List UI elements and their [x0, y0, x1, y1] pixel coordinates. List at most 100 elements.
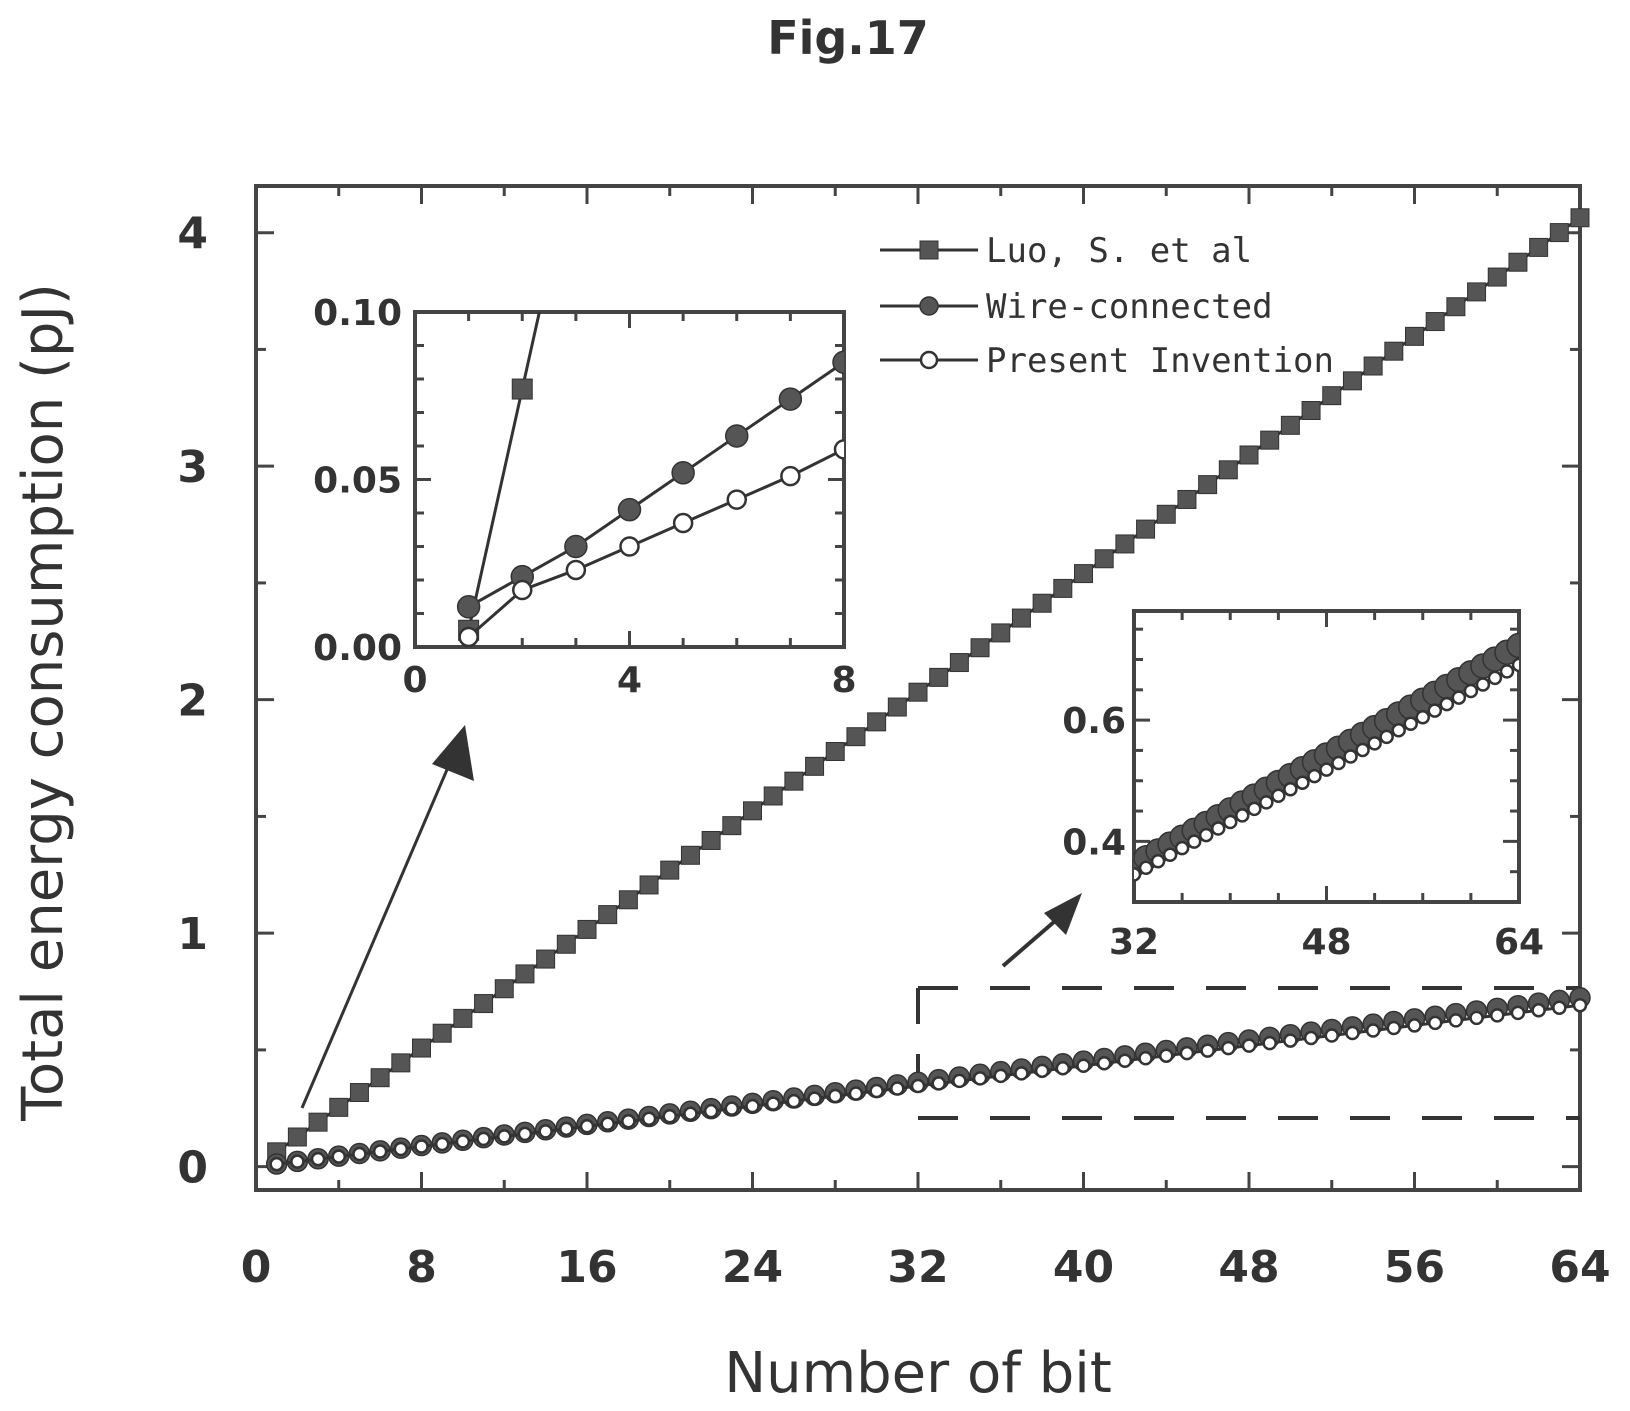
main-data-point: [1531, 1003, 1546, 1018]
main-data-point: [579, 1119, 595, 1134]
main-data-point: [867, 712, 887, 732]
inset-high-data-point: [1134, 867, 1142, 882]
main-data-point: [1386, 1020, 1402, 1036]
inset-high-data-point: [1391, 723, 1406, 738]
main-x-tick-labels: 0 8 16 24 32 40 48 56 64: [241, 1242, 1611, 1293]
main-data-point: [1159, 1048, 1174, 1063]
main-data-point: [474, 994, 494, 1014]
arrow-to-high-inset: [1001, 893, 1082, 968]
inset-low-data-point: [511, 378, 533, 400]
inset-high-data-point: [1307, 768, 1322, 784]
main-data-point: [807, 1091, 822, 1106]
inset-high-data-point: [1247, 801, 1262, 817]
inset-high-data-point: [1506, 632, 1519, 659]
arrow-to-low-inset: [300, 725, 474, 1109]
x-axis-label: Number of bit: [724, 1341, 1112, 1406]
main-data-point: [972, 1071, 988, 1086]
main-data-point: [1324, 1028, 1339, 1043]
inset-high-data-point: [1367, 736, 1382, 751]
main-data-point: [434, 1136, 450, 1152]
main-data-point: [1487, 267, 1507, 287]
zoom-region-box: [916, 986, 1580, 1120]
main-data-point: [1200, 1043, 1215, 1058]
inset-high-data-point: [1283, 781, 1298, 797]
inset-high-data-point: [1259, 795, 1274, 810]
main-data-point: [1405, 326, 1424, 346]
main-data-point: [743, 801, 762, 821]
main-data-point: [308, 1112, 328, 1132]
inset-high-data-point: [1186, 834, 1202, 849]
legend: Luo, S. et al Wire-connected Present Inven…: [880, 231, 1334, 381]
main-data-point: [1384, 341, 1404, 361]
inset-low-x-tick-label: 0: [402, 660, 427, 701]
inset-low-data-point: [778, 387, 803, 411]
inset-low-x-tick-label: 4: [617, 660, 642, 701]
main-data-point: [310, 1151, 326, 1167]
main-data-point: [991, 623, 1011, 643]
legend-marker: [919, 240, 939, 260]
main-data-point: [662, 1108, 677, 1124]
inset-low-data-point: [832, 350, 844, 374]
main-data-point: [1115, 534, 1135, 554]
main-data-point: [1549, 223, 1569, 243]
inset-high-data-point: [1439, 696, 1455, 712]
main-data-point: [393, 1141, 409, 1157]
main-data-point: [1239, 445, 1259, 465]
inset-low-data-point: [780, 465, 801, 487]
main-data-point: [825, 742, 845, 762]
main-data-point: [786, 1093, 802, 1109]
inset-low-data-point: [619, 536, 640, 557]
main-data-point: [970, 638, 990, 658]
main-data-point: [621, 1114, 636, 1129]
main-data-point: [1198, 475, 1218, 495]
main-data-point: [683, 1106, 698, 1121]
main-data-point: [1301, 400, 1321, 420]
main-data-point: [908, 682, 928, 702]
inset-low-data-point: [512, 579, 533, 601]
main-data-point: [476, 1131, 491, 1147]
main-data-point: [1446, 297, 1466, 317]
main-data-point: [331, 1149, 346, 1164]
main-data-point: [1427, 1015, 1443, 1031]
main-data-point: [1096, 1056, 1112, 1071]
inset-high: 32 48 64 0.4 0.6: [1062, 609, 1544, 963]
main-data-point: [1303, 1030, 1319, 1046]
main-data-point: [559, 1121, 574, 1137]
main-y-tick-label: 3: [177, 442, 208, 493]
inset-high-x-tick-label: 64: [1494, 922, 1544, 963]
inset-low-series: [458, 439, 844, 647]
inset-low-data-point: [566, 138, 586, 158]
main-y-tick-label: 0: [177, 1143, 208, 1194]
main-data-point: [1011, 608, 1031, 628]
main-data-point: [724, 1101, 740, 1116]
main-data-point: [1053, 578, 1073, 598]
inset-low-data-point: [725, 424, 749, 448]
main-data-point: [1074, 564, 1093, 584]
inset-high-data-point: [1403, 716, 1418, 732]
legend-label: Luo, S. et al: [986, 231, 1252, 271]
main-data-point: [370, 1068, 390, 1088]
main-data-point: [1570, 208, 1590, 228]
main-data-point: [1467, 282, 1487, 302]
inset-high-data-point: [1319, 762, 1334, 777]
main-data-point: [910, 1078, 926, 1094]
main-x-tick-label: 0: [241, 1242, 272, 1293]
inset-low-data-point: [672, 512, 694, 534]
main-y-tick-label: 2: [177, 676, 208, 727]
main-data-point: [1117, 1053, 1133, 1068]
main-data-point: [846, 727, 866, 747]
inset-high-data-point: [1499, 664, 1515, 679]
main-data-point: [1260, 430, 1280, 450]
main-data-point: [722, 816, 742, 836]
inset-low-y-tick-label: 0.00: [313, 628, 402, 669]
inset-high-data-point: [1415, 709, 1430, 725]
inset-high-data-point: [1487, 670, 1503, 686]
x-axis-title: Number of bit: [724, 1341, 1112, 1406]
inset-high-data-point: [1511, 657, 1519, 673]
main-data-point: [1221, 1040, 1236, 1056]
main-data-point: [993, 1068, 1008, 1084]
main-data-point: [1322, 386, 1342, 406]
main-data-point: [805, 756, 825, 776]
